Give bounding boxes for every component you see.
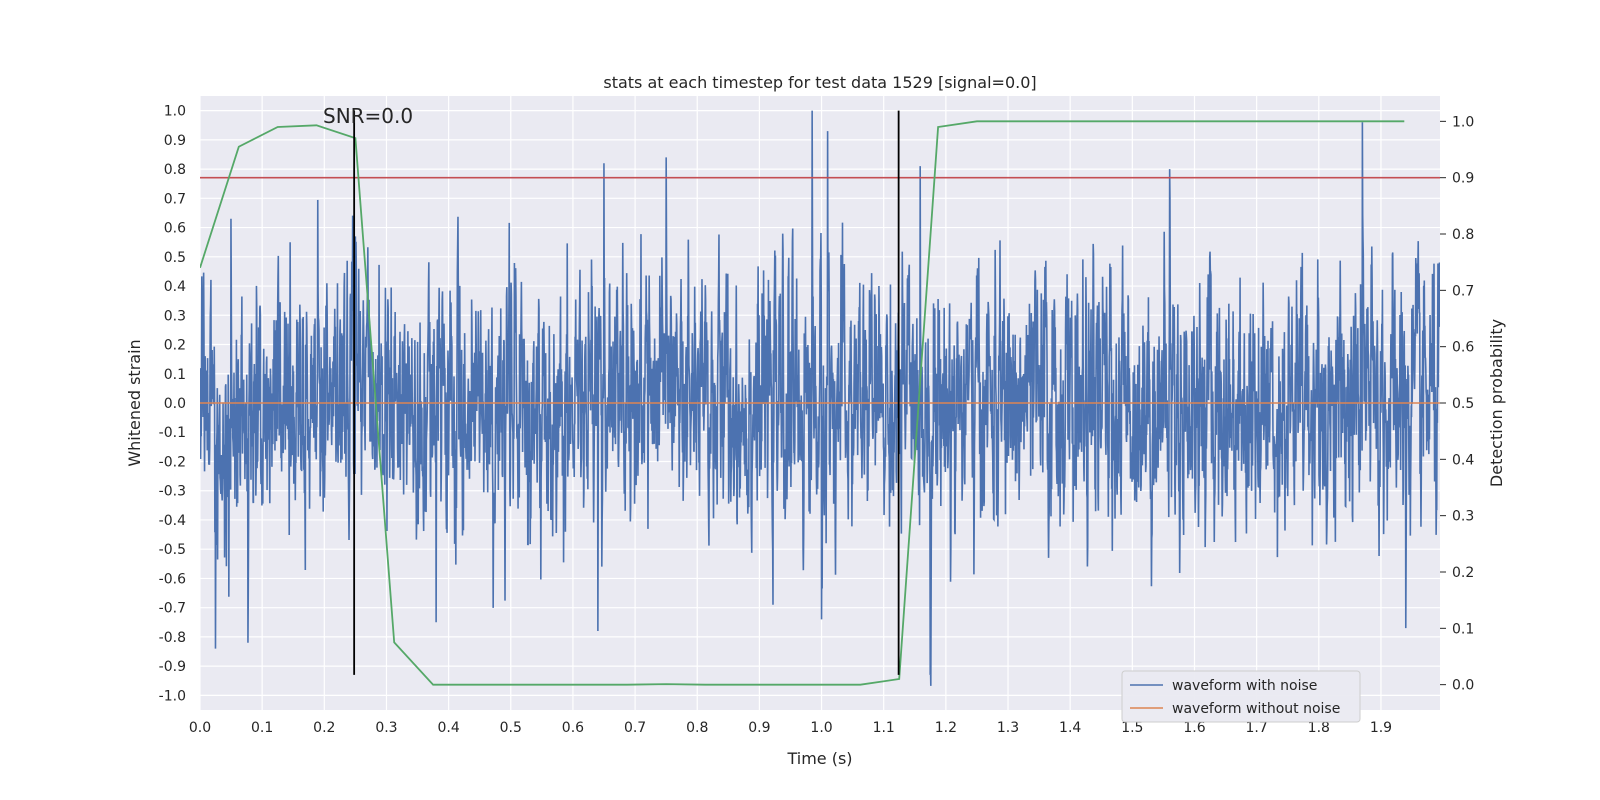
legend-label-waveform-without-noise: waveform without noise xyxy=(1172,701,1340,717)
y2-tick-label: 0.0 xyxy=(1452,678,1474,694)
y-tick-label: -0.9 xyxy=(159,659,186,675)
series-waveform-with-noise-line xyxy=(200,110,1440,686)
legend-box xyxy=(1121,670,1361,723)
y-tick-label: -0.6 xyxy=(159,571,186,587)
y2-axis-label: Detection probability xyxy=(1487,319,1506,487)
y2-tick-label: 1.0 xyxy=(1452,114,1474,130)
y-tick-label: 0.1 xyxy=(164,367,186,383)
y-tick-label: 0.8 xyxy=(164,162,186,178)
y-tick-label: -0.1 xyxy=(159,425,186,441)
plot-area xyxy=(200,110,1440,686)
y-tick-label: 0.0 xyxy=(164,396,186,412)
chart-title: stats at each timestep for test data 152… xyxy=(603,73,1036,92)
x-tick-label: 0.2 xyxy=(313,720,335,736)
legend-label-waveform-with-noise: waveform with noise xyxy=(1172,678,1317,694)
x-tick-label: 1.9 xyxy=(1370,720,1392,736)
y2-tick-label: 0.4 xyxy=(1452,452,1474,468)
y-tick-label: -0.8 xyxy=(159,630,186,646)
y-tick-label: 0.7 xyxy=(164,191,186,207)
y2-tick-label: 0.9 xyxy=(1452,171,1474,187)
y-tick-label: -0.2 xyxy=(159,454,186,470)
x-tick-label: 0.5 xyxy=(500,720,522,736)
x-tick-label: 1.7 xyxy=(1246,720,1268,736)
x-tick-label: 1.6 xyxy=(1183,720,1205,736)
x-tick-label: 0.8 xyxy=(686,720,708,736)
x-tick-label: 0.0 xyxy=(189,720,211,736)
y2-tick-label: 0.3 xyxy=(1452,509,1474,525)
y-tick-label: -0.3 xyxy=(159,484,186,500)
left-y-axis: 1.0 0.9 0.8 0.7 0.6 0.5 0.4 0.3 0.2 0.1 0.0 -0.1 -0.… xyxy=(159,104,186,705)
x-tick-label: 1.8 xyxy=(1308,720,1330,736)
x-axis: 0.0 0.1 0.2 0.3 0.4 0.5 0.6 0.7 0.8 0.9 1.0 1.1 1.2 1… xyxy=(189,720,1392,736)
right-y-axis: 1.0 0.9 0.8 0.7 0.6 0.5 0.4 0.3 0.2 0.1 0.0 xyxy=(1440,114,1474,694)
y-tick-label: 0.6 xyxy=(164,221,186,237)
x-axis-label: Time (s) xyxy=(786,749,852,768)
y-tick-label: 0.4 xyxy=(164,279,186,295)
y-axis-label: Whitened strain xyxy=(125,339,144,466)
legend: waveform with noise waveform without noi… xyxy=(1121,670,1361,723)
x-tick-label: 0.4 xyxy=(437,720,459,736)
y-tick-label: 0.9 xyxy=(164,133,186,149)
y2-tick-label: 0.6 xyxy=(1452,340,1474,356)
y-tick-label: 0.3 xyxy=(164,308,186,324)
x-tick-label: 0.3 xyxy=(375,720,397,736)
y-tick-label: 1.0 xyxy=(164,104,186,120)
y-tick-label: 0.5 xyxy=(164,250,186,266)
x-tick-label: 1.5 xyxy=(1121,720,1143,736)
y2-tick-label: 0.5 xyxy=(1452,396,1474,412)
x-tick-label: 0.1 xyxy=(251,720,273,736)
x-tick-label: 1.1 xyxy=(873,720,895,736)
snr-annotation: SNR=0.0 xyxy=(323,104,413,128)
y-tick-label: -0.5 xyxy=(159,542,186,558)
y2-tick-label: 0.8 xyxy=(1452,227,1474,243)
y-tick-label: 0.2 xyxy=(164,338,186,354)
y2-tick-label: 0.1 xyxy=(1452,621,1474,637)
x-tick-label: 0.7 xyxy=(624,720,646,736)
x-tick-label: 0.9 xyxy=(748,720,770,736)
x-tick-label: 1.3 xyxy=(997,720,1019,736)
y2-tick-label: 0.2 xyxy=(1452,565,1474,581)
x-tick-label: 1.0 xyxy=(810,720,832,736)
x-tick-label: 1.4 xyxy=(1059,720,1081,736)
y-tick-label: -1.0 xyxy=(159,688,186,704)
x-tick-label: 1.2 xyxy=(935,720,957,736)
y-tick-label: -0.4 xyxy=(159,513,186,529)
y-tick-label: -0.7 xyxy=(159,601,186,617)
series-detection-probability-line xyxy=(200,120,1405,686)
vertical-markers xyxy=(353,110,900,675)
y2-tick-label: 0.7 xyxy=(1452,283,1474,299)
x-tick-label: 0.6 xyxy=(562,720,584,736)
